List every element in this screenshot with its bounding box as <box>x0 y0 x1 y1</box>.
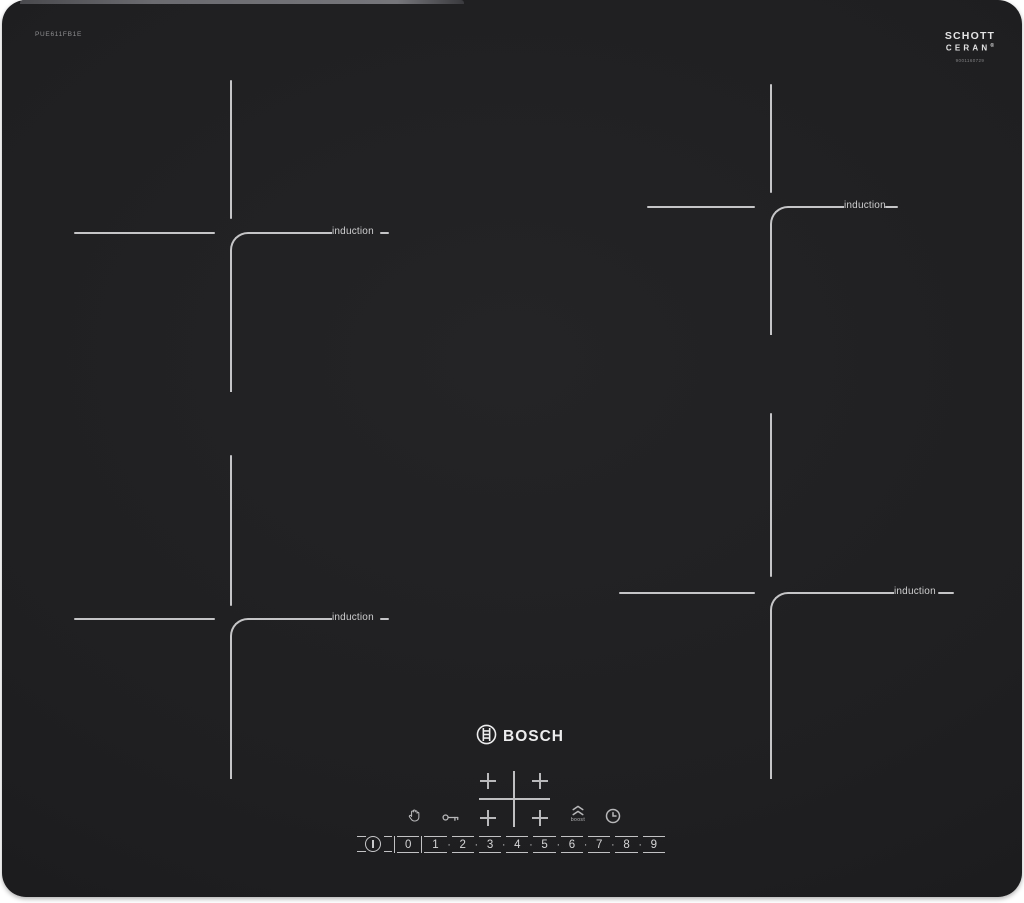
glass-code: 9001160729 <box>955 57 985 63</box>
power-level-1[interactable]: 1 <box>424 836 447 853</box>
level-dot: · <box>529 838 533 851</box>
bosch-wordmark: BOSCH <box>503 728 564 745</box>
bosch-armature-icon <box>476 724 497 750</box>
child-lock-key[interactable] <box>442 812 459 823</box>
power-level-7[interactable]: 7 <box>588 836 611 853</box>
power-level-label: 1 <box>432 838 439 851</box>
induction-label: induction <box>332 226 374 237</box>
clock-icon <box>605 808 621 824</box>
select-zone-front-right-key[interactable] <box>532 810 548 826</box>
schott-logo-line1: SCHOTT <box>944 30 996 42</box>
power-level-4[interactable]: 4 <box>506 836 529 853</box>
schott-ceran-logo: SCHOTT CERAN® 9001160729 <box>938 30 1002 63</box>
slider-separator <box>419 836 424 853</box>
level-dot: · <box>474 838 479 851</box>
selector-divider-horizontal <box>479 798 550 800</box>
schott-logo-line2: CERAN <box>945 43 991 53</box>
level-dot: · <box>638 838 642 851</box>
power-level-8[interactable]: 8 <box>615 836 638 853</box>
zone-cross-line <box>230 80 232 219</box>
level-dot: · <box>611 838 615 851</box>
registered-trademark: ® <box>990 43 995 49</box>
power-level-label: 2 <box>459 838 466 851</box>
induction-label: induction <box>844 200 886 211</box>
model-number: PUE611FB1E <box>35 31 82 38</box>
power-level-label: 9 <box>650 838 658 851</box>
power-level-label: 5 <box>541 838 548 851</box>
double-chevron-up-icon <box>571 805 585 816</box>
zone-cross-corner <box>770 592 894 779</box>
bosch-logo: BOSCH <box>476 724 564 750</box>
power-level-6[interactable]: 6 <box>560 836 584 853</box>
level-dot: · <box>501 838 506 851</box>
power-icon[interactable] <box>365 836 381 852</box>
boost-label: boost <box>570 817 586 823</box>
zone-cross-line <box>770 84 772 193</box>
wipe-pause-key[interactable] <box>408 808 421 823</box>
hand-icon <box>408 808 421 823</box>
power-level-slider[interactable]: 0 1 · 2 · 3 · 4 · 5 · 6 · 7 · 8 · 9 <box>357 836 665 853</box>
zone-cross-corner <box>230 618 332 779</box>
zone-cross-line <box>380 232 389 234</box>
zone-cross-line <box>74 232 215 234</box>
level-dot: · <box>583 838 588 851</box>
zone-cross-line <box>885 206 898 208</box>
induction-label: induction <box>894 586 936 597</box>
timer-key[interactable] <box>605 808 621 824</box>
key-icon <box>442 812 459 823</box>
zone-cross-line <box>938 592 954 594</box>
zone-cross-line <box>619 592 755 594</box>
zone-cross-line <box>74 618 215 620</box>
slider-separator <box>392 836 397 853</box>
zone-selector <box>479 771 550 828</box>
power-level-9[interactable]: 9 <box>642 836 665 853</box>
power-level-3[interactable]: 3 <box>478 836 502 853</box>
induction-label: induction <box>332 612 374 623</box>
slider-lead-dash <box>357 836 366 852</box>
slider-dash <box>384 836 392 852</box>
zone-cross-line <box>770 413 772 577</box>
top-edge-bevel <box>20 0 464 4</box>
slider-track[interactable]: 0 1 · 2 · 3 · 4 · 5 · 6 · 7 · 8 · 9 <box>392 836 665 853</box>
zone-cross-line <box>230 455 232 606</box>
select-zone-back-left-key[interactable] <box>480 773 496 789</box>
power-level-0[interactable]: 0 <box>397 836 420 853</box>
level-dot: · <box>447 838 451 851</box>
power-level-label: 7 <box>596 838 603 851</box>
zone-cross-line <box>380 618 389 620</box>
power-level-label: 6 <box>568 838 576 851</box>
power-level-label: 4 <box>514 838 521 851</box>
select-zone-back-right-key[interactable] <box>532 773 548 789</box>
boost-key[interactable]: boost <box>569 805 587 823</box>
zone-cross-corner <box>770 206 844 335</box>
power-level-label: 0 <box>404 838 412 851</box>
zone-cross-line <box>647 206 755 208</box>
power-level-label: 8 <box>623 838 630 851</box>
level-dot: · <box>556 838 561 851</box>
power-level-label: 3 <box>486 838 494 851</box>
select-zone-front-left-key[interactable] <box>480 810 496 826</box>
power-level-2[interactable]: 2 <box>451 836 474 853</box>
zone-cross-corner <box>230 232 332 392</box>
power-level-5[interactable]: 5 <box>533 836 556 853</box>
